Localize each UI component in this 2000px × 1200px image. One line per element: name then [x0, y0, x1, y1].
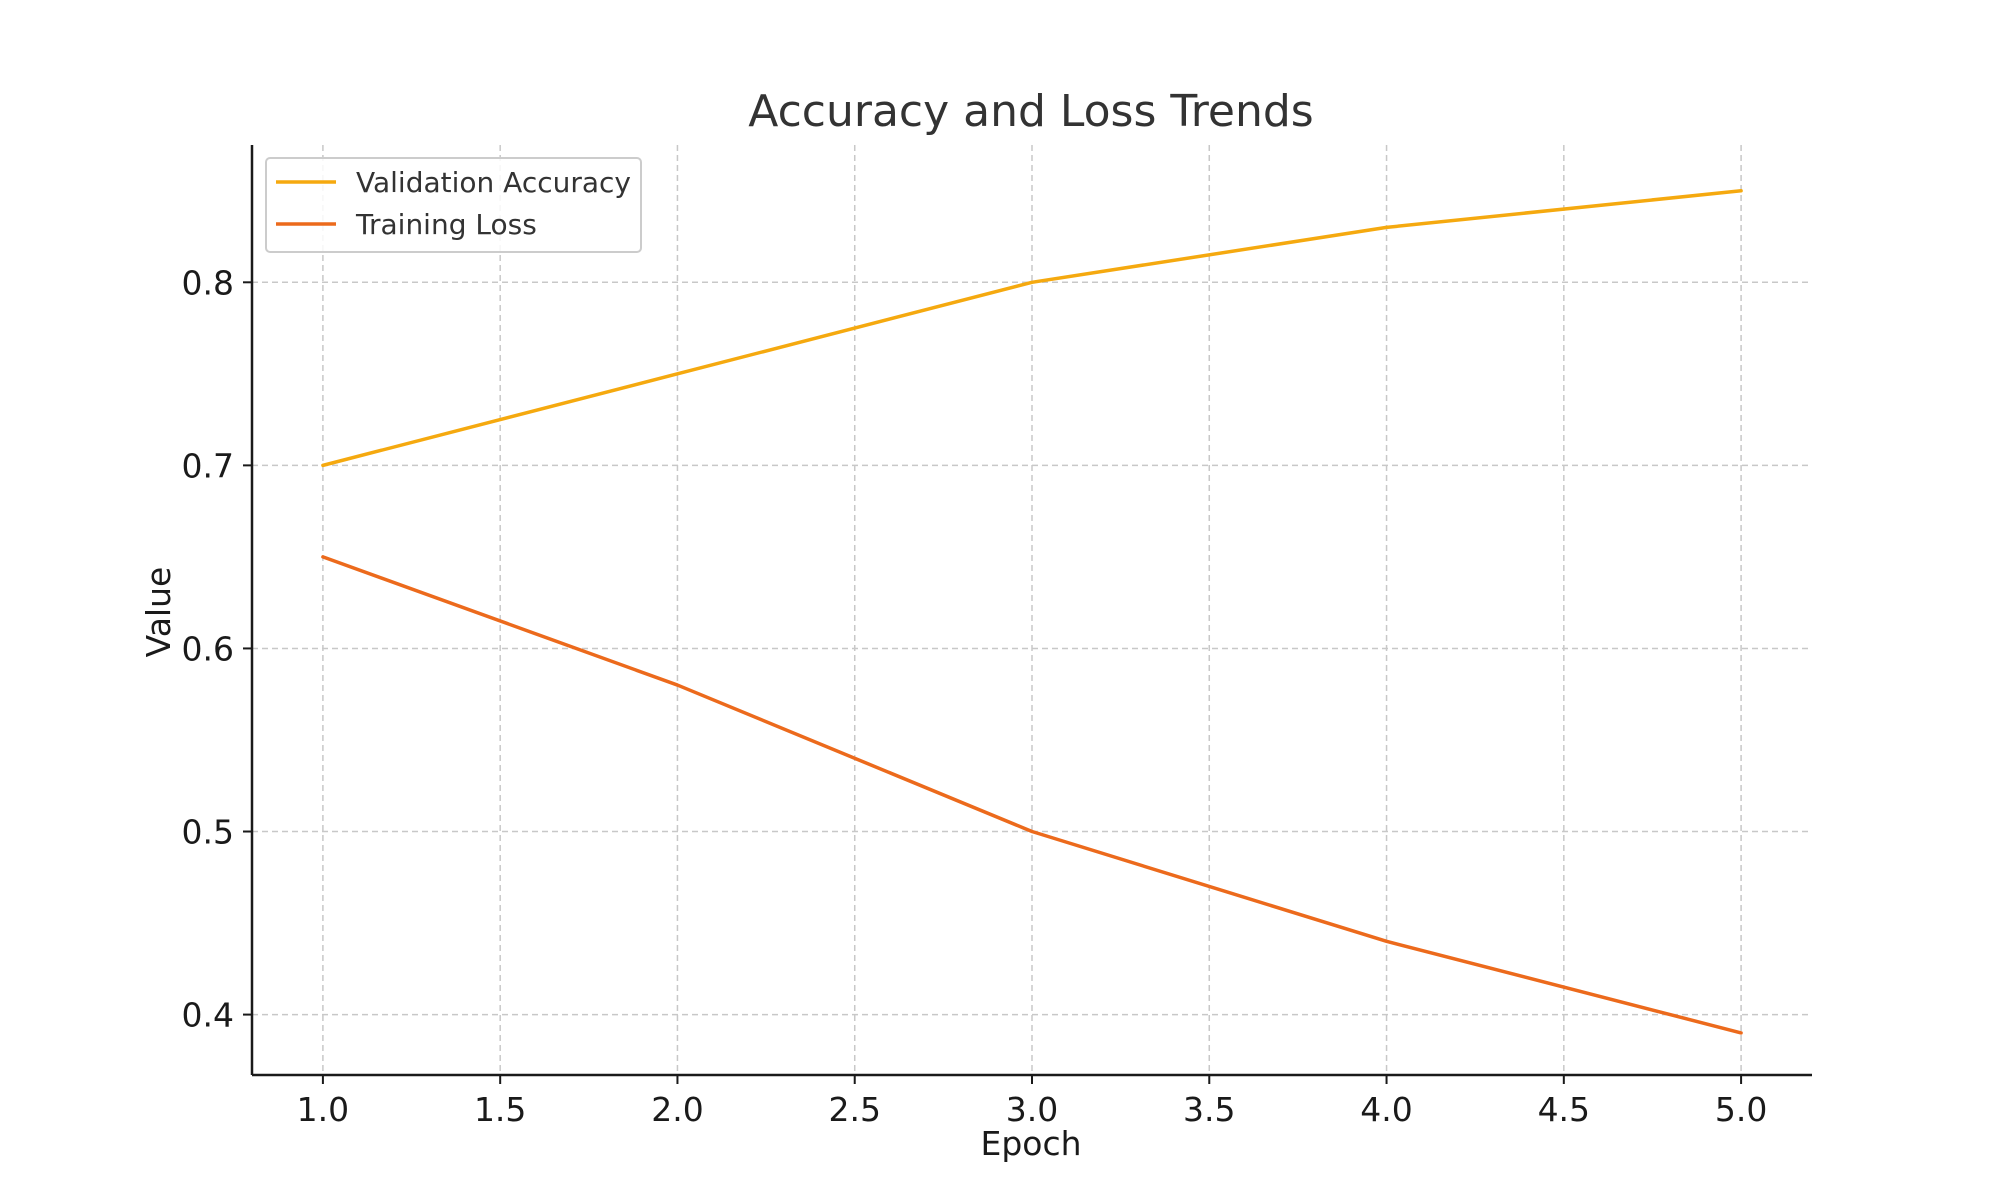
y-tick-label: 0.5 [182, 813, 234, 852]
y-tick-label: 0.7 [182, 446, 234, 485]
legend-label: Validation Accuracy [356, 166, 631, 199]
series-lines [321, 189, 1743, 1035]
chart-title: Accuracy and Loss Trends [748, 86, 1313, 137]
y-tick-label: 0.4 [182, 996, 234, 1035]
x-tick-label: 4.5 [1538, 1090, 1590, 1129]
x-tick-label: 3.0 [1006, 1090, 1058, 1129]
legend: Validation Accuracy Training Loss [265, 157, 642, 253]
x-tick-label: 2.0 [651, 1090, 703, 1129]
x-tick-label: 1.0 [297, 1090, 349, 1129]
x-axis-label: Epoch [980, 1124, 1081, 1163]
series-line-1 [321, 555, 1743, 1035]
y-tick-label: 0.6 [182, 629, 234, 668]
axis-ticks: 1.0 1.5 2.0 2.5 3.0 3.5 4.0 4.5 5.0 0.4 0.5 0.6 0.7 0… [182, 263, 1768, 1129]
series-line-0 [321, 189, 1743, 468]
x-tick-label: 4.0 [1360, 1090, 1412, 1129]
y-tick-label: 0.8 [182, 263, 234, 302]
grid [252, 145, 1812, 1075]
x-tick-label: 1.5 [474, 1090, 526, 1129]
legend-label: Training Loss [355, 208, 537, 241]
x-tick-label: 2.5 [828, 1090, 880, 1129]
legend-box [265, 157, 642, 253]
x-tick-label: 5.0 [1715, 1090, 1767, 1129]
y-axis-label: Value [139, 567, 178, 658]
x-tick-label: 3.5 [1183, 1090, 1235, 1129]
